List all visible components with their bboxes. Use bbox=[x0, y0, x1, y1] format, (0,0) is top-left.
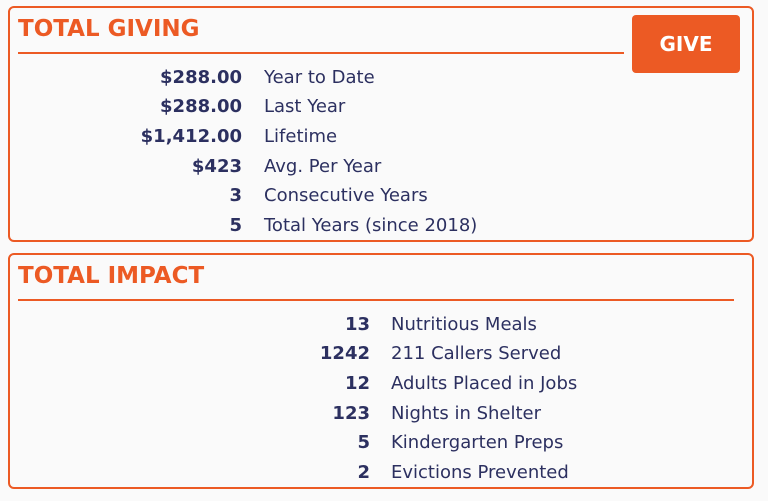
stat-label: 211 Callers Served bbox=[391, 343, 562, 365]
stat-value: 13 bbox=[344, 313, 370, 335]
stat-label: Avg. Per Year bbox=[264, 155, 382, 177]
stat-label: Evictions Prevented bbox=[391, 462, 569, 483]
stat-label: Adults Placed in Jobs bbox=[391, 372, 578, 394]
stat-value: $1,412.00 bbox=[140, 125, 242, 147]
stat-label: Nights in Shelter bbox=[391, 402, 542, 424]
giving-title: TOTAL GIVING bbox=[18, 16, 200, 42]
stat-row: 2 Evictions Prevented bbox=[10, 458, 752, 488]
stat-label: Total Years (since 2018) bbox=[264, 215, 478, 236]
stat-label: Year to Date bbox=[264, 66, 375, 88]
stat-value: 3 bbox=[229, 185, 242, 207]
give-button[interactable]: GIVE bbox=[632, 15, 740, 73]
stat-row: 3 Consecutive Years bbox=[10, 181, 752, 211]
stat-label: Consecutive Years bbox=[264, 185, 428, 207]
stat-value: 5 bbox=[229, 215, 242, 236]
title-rule bbox=[18, 299, 734, 301]
stat-row: $288.00 Last Year bbox=[10, 92, 752, 122]
stat-row: 123 Nights in Shelter bbox=[10, 398, 752, 428]
stat-row: $288.00 Year to Date bbox=[10, 62, 752, 92]
stat-value: 123 bbox=[332, 402, 370, 424]
stat-value: 5 bbox=[357, 432, 370, 454]
stat-value: $288.00 bbox=[160, 96, 242, 118]
stat-row: $423 Avg. Per Year bbox=[10, 151, 752, 181]
stat-row: 5 Kindergarten Preps bbox=[10, 428, 752, 458]
stat-row: 1242 211 Callers Served bbox=[10, 339, 752, 369]
stat-value: 2 bbox=[357, 462, 370, 483]
stat-row: 13 Nutritious Meals bbox=[10, 309, 752, 339]
stat-label: Kindergarten Preps bbox=[391, 432, 564, 454]
stat-row: 5 Total Years (since 2018) bbox=[10, 211, 752, 241]
stat-label: Lifetime bbox=[264, 125, 338, 147]
title-rule bbox=[18, 52, 624, 54]
stat-value: 1242 bbox=[319, 343, 370, 365]
stat-row: $1,412.00 Lifetime bbox=[10, 121, 752, 151]
stat-row: 12 Adults Placed in Jobs bbox=[10, 368, 752, 398]
impact-panel: TOTAL IMPACT 13 Nutritious Meals 1242 211 C… bbox=[8, 253, 754, 489]
impact-title: TOTAL IMPACT bbox=[18, 263, 205, 289]
stat-label: Nutritious Meals bbox=[391, 313, 537, 335]
stat-label: Last Year bbox=[264, 96, 346, 118]
giving-panel: TOTAL GIVING GIVE $288.00 Year to Date $28… bbox=[8, 6, 754, 242]
stat-value: $288.00 bbox=[160, 66, 242, 88]
stat-value: $423 bbox=[191, 155, 242, 177]
stat-value: 12 bbox=[344, 372, 370, 394]
